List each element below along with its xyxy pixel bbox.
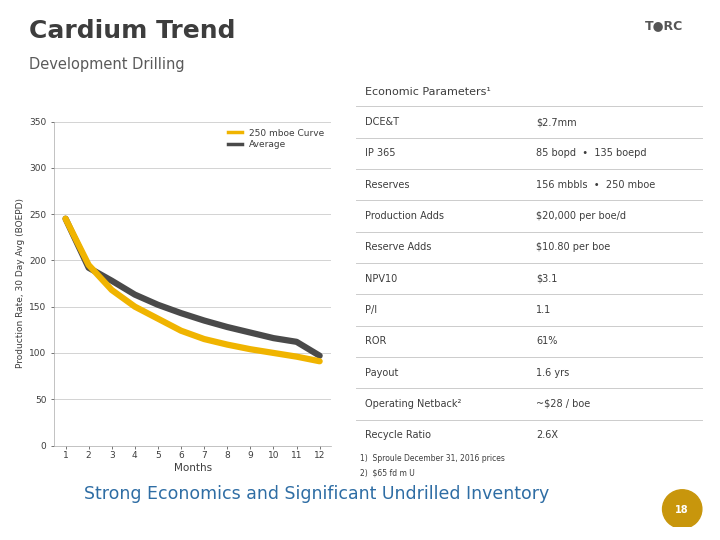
Text: $20,000 per boe/d: $20,000 per boe/d bbox=[536, 211, 626, 221]
Text: Cardium Trend: Cardium Trend bbox=[29, 19, 235, 43]
Text: ROR: ROR bbox=[365, 336, 387, 346]
Y-axis label: Production Rate, 30 Day Avg (BOEPD): Production Rate, 30 Day Avg (BOEPD) bbox=[16, 199, 25, 368]
Text: 1.6 yrs: 1.6 yrs bbox=[536, 368, 570, 377]
Text: NPV10: NPV10 bbox=[365, 274, 397, 284]
Legend: 250 mboe Curve, Average: 250 mboe Curve, Average bbox=[225, 126, 327, 152]
Text: Development Drilling: Development Drilling bbox=[29, 57, 184, 72]
Text: 1.1: 1.1 bbox=[536, 305, 552, 315]
Text: Production Adds: Production Adds bbox=[365, 211, 444, 221]
Text: $3.1: $3.1 bbox=[536, 274, 557, 284]
Text: IP 365: IP 365 bbox=[365, 148, 395, 158]
Text: Operating Netback²: Operating Netback² bbox=[365, 399, 462, 409]
Text: P/I: P/I bbox=[365, 305, 377, 315]
X-axis label: Months: Months bbox=[174, 463, 212, 473]
Text: T●RC: T●RC bbox=[644, 19, 683, 32]
Text: 156 mbbls  •  250 mboe: 156 mbbls • 250 mboe bbox=[536, 180, 655, 190]
Circle shape bbox=[662, 490, 702, 528]
Text: Strong Economics and Significant Undrilled Inventory: Strong Economics and Significant Undrill… bbox=[84, 485, 549, 503]
Text: 2)  $65 fd m U: 2) $65 fd m U bbox=[360, 469, 415, 478]
Text: 2.6X: 2.6X bbox=[536, 430, 558, 440]
Text: 61%: 61% bbox=[536, 336, 557, 346]
Text: Reserve Adds: Reserve Adds bbox=[365, 242, 431, 252]
Text: Economic Parameters¹: Economic Parameters¹ bbox=[365, 87, 491, 97]
Text: ~$28 / boe: ~$28 / boe bbox=[536, 399, 590, 409]
Text: DCE&T: DCE&T bbox=[365, 117, 399, 127]
Text: $10.80 per boe: $10.80 per boe bbox=[536, 242, 611, 252]
Text: Reserves: Reserves bbox=[365, 180, 410, 190]
Text: Recycle Ratio: Recycle Ratio bbox=[365, 430, 431, 440]
Text: 85 bopd  •  135 boepd: 85 bopd • 135 boepd bbox=[536, 148, 647, 158]
Text: 1)  Sproule December 31, 2016 prices: 1) Sproule December 31, 2016 prices bbox=[360, 454, 505, 463]
Text: 18: 18 bbox=[675, 505, 689, 516]
Text: $2.7mm: $2.7mm bbox=[536, 117, 577, 127]
Text: Payout: Payout bbox=[365, 368, 398, 377]
